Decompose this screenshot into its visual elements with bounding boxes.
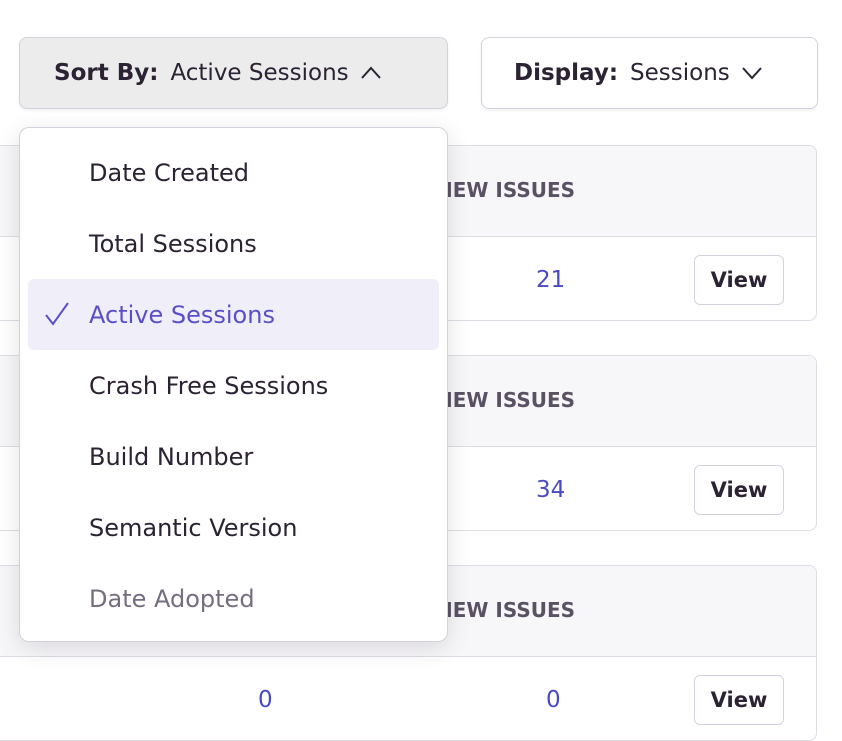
menu-item-date-adopted[interactable]: Date Adopted (28, 563, 439, 634)
menu-item-date-created[interactable]: Date Created (28, 137, 439, 208)
chevron-up-icon (360, 66, 381, 79)
menu-item-build-number[interactable]: Build Number (28, 421, 439, 492)
new-issues-count[interactable]: 0 (546, 687, 561, 713)
menu-item-label: Crash Free Sessions (89, 371, 329, 400)
release-value[interactable]: 0 (258, 687, 273, 713)
menu-item-total-sessions[interactable]: Total Sessions (28, 208, 439, 279)
menu-item-label: Build Number (89, 442, 254, 471)
menu-item-crash-free-sessions[interactable]: Crash Free Sessions (28, 350, 439, 421)
menu-item-label: Date Adopted (89, 584, 255, 613)
new-issues-count[interactable]: 21 (536, 267, 566, 293)
menu-item-active-sessions[interactable]: Active Sessions (28, 279, 439, 350)
table-row: 21 View (0, 237, 816, 320)
new-issues-header: NEW ISSUES (436, 178, 576, 202)
sort-by-label: Sort By: (54, 60, 159, 86)
new-issues-header: NEW ISSUES (436, 598, 576, 622)
table-row: 0 0 View (0, 657, 816, 740)
menu-item-label: Date Created (89, 158, 249, 187)
menu-item-semantic-version[interactable]: Semantic Version (28, 492, 439, 563)
display-label: Display: (514, 60, 619, 86)
new-issues-header: NEW ISSUES (436, 388, 576, 412)
table-row: 34 View (0, 447, 816, 530)
view-button[interactable]: View (694, 255, 784, 305)
sort-by-value: Active Sessions (170, 60, 349, 86)
chevron-down-icon (742, 67, 762, 80)
new-issues-count[interactable]: 34 (536, 477, 566, 503)
display-value: Sessions (630, 60, 730, 86)
checkmark-icon (45, 302, 69, 326)
display-button[interactable]: Display: Sessions (481, 37, 818, 109)
sort-menu: Date Created Total Sessions Active Sessi… (19, 127, 448, 642)
menu-item-label: Semantic Version (89, 513, 298, 542)
menu-item-label: Total Sessions (89, 229, 257, 258)
menu-item-label: Active Sessions (89, 300, 275, 329)
sort-by-button[interactable]: Sort By: Active Sessions (19, 37, 448, 109)
view-button[interactable]: View (694, 675, 784, 725)
view-button[interactable]: View (694, 465, 784, 515)
